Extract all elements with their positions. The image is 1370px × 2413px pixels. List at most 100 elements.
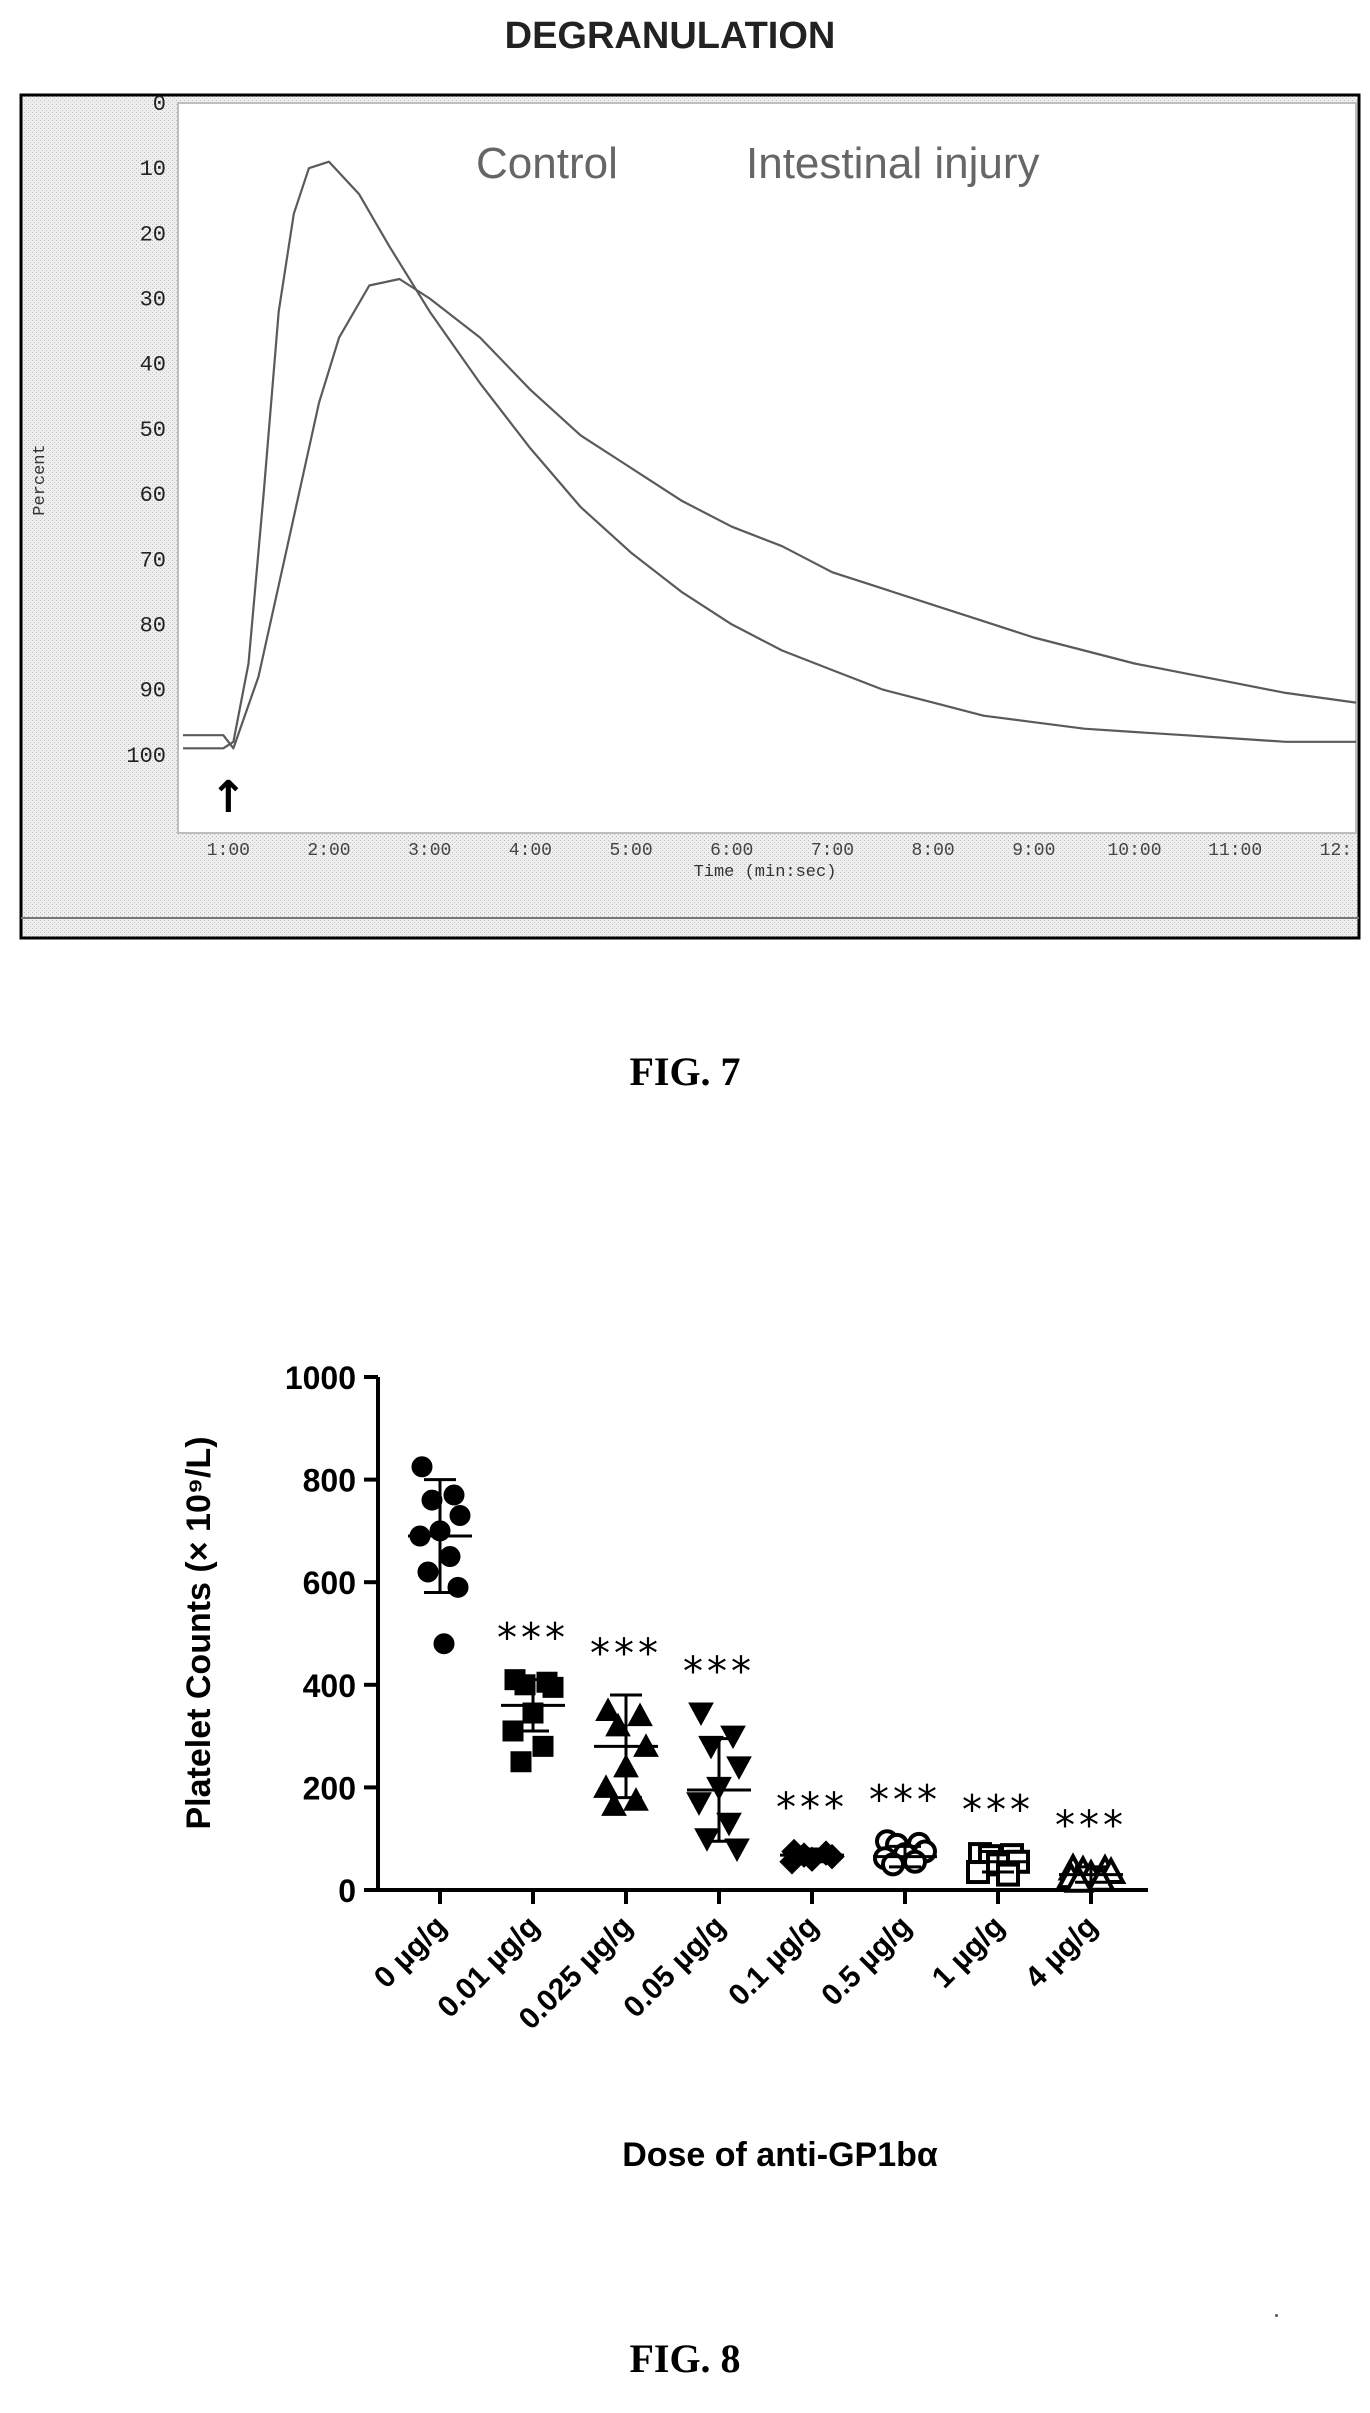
y-tick-label: 30 — [140, 288, 166, 313]
x-tick-label: 0.05 µg/g — [617, 1910, 732, 2025]
data-point — [1063, 1864, 1095, 1893]
significance-label: *** — [1055, 1803, 1127, 1849]
data-point — [698, 1735, 724, 1760]
dose-group-7: *** — [1055, 1803, 1127, 1893]
data-point — [542, 1676, 564, 1698]
x-tick-labels: 1:00 2:00 3:00 4:00 5:00 6:00 7:00 8:00 9:00 10:0… — [207, 841, 1352, 861]
y-tick-label: 90 — [140, 679, 166, 704]
data-point — [726, 1756, 752, 1780]
y-tick-label: 800 — [303, 1463, 356, 1499]
y-axis-label: Platelet Counts (× 10⁹/L) — [180, 1436, 218, 1829]
significance-label: *** — [962, 1788, 1034, 1834]
figure-8-caption: FIG. 8 — [629, 2336, 741, 2381]
x-tick-label: 10:00 — [1107, 841, 1161, 861]
data-point — [688, 1702, 714, 1727]
y-axis-label: Percent — [31, 444, 50, 515]
dose-groups: *** *** *** *** *** *** *** — [408, 1456, 1127, 1893]
data-point — [593, 1774, 619, 1798]
data-point — [1085, 1863, 1117, 1892]
series-line-1 — [183, 277, 1357, 750]
annotation-control: Control — [476, 139, 618, 188]
dose-group-0 — [408, 1456, 472, 1655]
x-tick-label: 12: — [1320, 841, 1352, 861]
data-point — [716, 1812, 742, 1837]
data-point — [510, 1751, 532, 1773]
x-tick-label: 8:00 — [912, 841, 955, 861]
figure-7-caption: FIG. 7 — [629, 1049, 741, 1094]
x-tick-label: 6:00 — [710, 841, 753, 861]
data-point — [724, 1838, 750, 1863]
dose-group-6: *** — [962, 1788, 1034, 1887]
y-tick-label: 70 — [140, 548, 166, 573]
significance-label: *** — [497, 1616, 569, 1662]
data-point — [623, 1787, 649, 1811]
significance-label: *** — [776, 1785, 848, 1831]
x-tick-label: 1 µg/g — [926, 1910, 1011, 1995]
scan-speck — [1275, 2314, 1278, 2317]
data-point — [694, 1828, 720, 1852]
data-point — [447, 1576, 469, 1598]
series-lines — [183, 160, 1357, 750]
data-point — [686, 1792, 712, 1816]
data-point — [443, 1484, 465, 1506]
x-axis-label: Time (min:sec) — [694, 863, 837, 882]
data-point — [411, 1456, 433, 1478]
y-tick-label: 40 — [140, 353, 166, 378]
x-tick-label: 0.5 µg/g — [815, 1910, 918, 2013]
x-tick-label: 11:00 — [1208, 841, 1262, 861]
chart-title: DEGRANULATION — [505, 15, 836, 57]
y-tick-label: 60 — [140, 483, 166, 508]
y-tick-label: 400 — [303, 1668, 356, 1704]
data-point — [439, 1546, 461, 1568]
data-point — [595, 1697, 621, 1721]
x-tick-label: 0.1 µg/g — [722, 1910, 825, 2013]
significance-label: *** — [683, 1649, 755, 1695]
x-axis-label: Dose of anti-GP1bα — [622, 2136, 938, 2174]
y-tick-label: 600 — [303, 1565, 356, 1601]
x-tick-label: 3:00 — [408, 841, 451, 861]
figure-8-chart: 0 200 400 600 800 1000 0 µg/g0.01 µg/g0.025 µ… — [180, 1360, 1148, 2174]
data-point — [881, 1852, 905, 1877]
x-tick-label: 0 µg/g — [368, 1910, 453, 1995]
dose-group-3: *** — [683, 1649, 755, 1863]
x-tick-labels: 0 µg/g0.01 µg/g0.025 µg/g0.05 µg/g0.1 µg… — [368, 1890, 1104, 2036]
data-point — [627, 1702, 653, 1727]
y-tick-labels: 0 200 400 600 800 1000 — [285, 1360, 378, 1909]
y-tick-label: 0 — [338, 1873, 356, 1909]
dose-group-5: *** — [869, 1777, 941, 1877]
significance-label: *** — [590, 1631, 662, 1677]
y-tick-labels: 0 10 20 30 40 50 60 70 80 90 100 — [126, 92, 166, 769]
start-arrow-icon: ↑ — [210, 772, 247, 823]
y-tick-label: 80 — [140, 613, 166, 638]
figure-7-chart: DEGRANULATION 0 10 20 30 40 50 60 70 80 90 100 1:0… — [19, 15, 1361, 940]
annotation-intestinal-injury: Intestinal injury — [746, 139, 1039, 188]
dose-group-1: *** — [497, 1616, 569, 1773]
x-tick-label: 5:00 — [609, 841, 652, 861]
x-tick-label: 9:00 — [1012, 841, 1055, 861]
x-tick-label: 4:00 — [509, 841, 552, 861]
data-point — [421, 1489, 443, 1511]
data-point — [720, 1725, 746, 1750]
dose-group-4: *** — [776, 1785, 848, 1875]
y-tick-label: 100 — [126, 744, 166, 769]
y-tick-label: 1000 — [285, 1360, 356, 1396]
x-tick-label: 7:00 — [811, 841, 854, 861]
significance-label: *** — [869, 1777, 941, 1823]
y-tick-label: 10 — [140, 157, 166, 182]
data-point — [532, 1735, 554, 1757]
y-tick-label: 200 — [303, 1770, 356, 1806]
data-point — [433, 1633, 455, 1655]
y-tick-label: 0 — [153, 92, 166, 117]
series-line-0 — [183, 160, 1356, 750]
x-tick-label: 4 µg/g — [1019, 1910, 1104, 1995]
data-point — [601, 1792, 627, 1816]
data-point — [903, 1849, 927, 1874]
x-tick-label: 2:00 — [307, 841, 350, 861]
data-point — [996, 1862, 1020, 1887]
plot-area — [177, 102, 1357, 834]
data-point — [605, 1712, 631, 1737]
y-tick-label: 50 — [140, 418, 166, 443]
y-tick-label: 20 — [140, 222, 166, 247]
x-tick-label: 1:00 — [207, 841, 250, 861]
data-point — [417, 1561, 439, 1583]
